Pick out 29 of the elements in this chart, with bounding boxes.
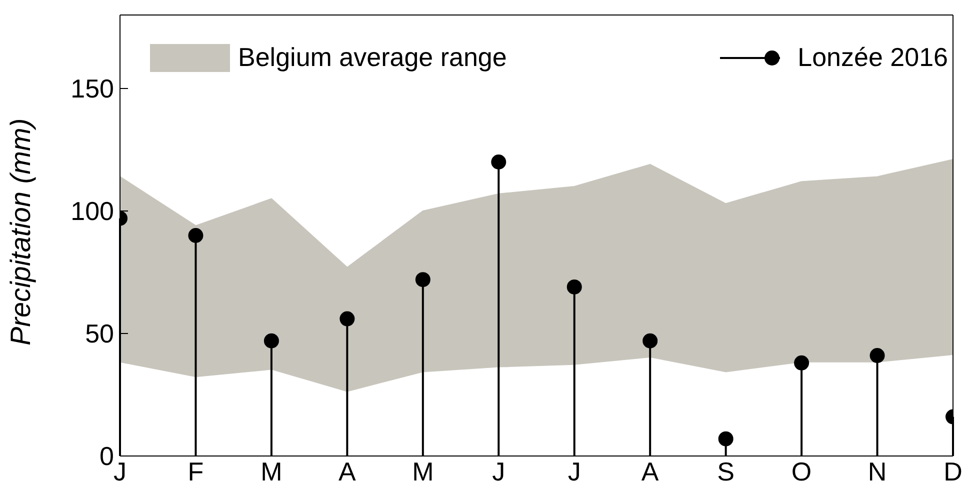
- point: [264, 333, 279, 348]
- legend-label: Belgium average range: [238, 42, 507, 73]
- y-tick-label: 0: [100, 441, 114, 472]
- y-tick-label: 100: [70, 196, 114, 226]
- x-tick-label: J: [492, 456, 506, 486]
- x-tick-label: N: [868, 456, 887, 486]
- x-tick-label: M: [260, 456, 282, 486]
- point: [340, 311, 355, 326]
- x-tick-label: J: [114, 456, 126, 486]
- point: [718, 431, 734, 446]
- y-tick-label: 50: [85, 318, 114, 349]
- point: [491, 154, 506, 170]
- x-tick-label: J: [568, 456, 581, 486]
- point: [642, 333, 658, 348]
- x-tick-label: O: [791, 456, 812, 486]
- point: [566, 279, 582, 294]
- x-tick-label: D: [944, 456, 962, 486]
- point: [188, 228, 204, 243]
- legend-label: Lonzée 2016: [798, 42, 948, 73]
- y-tick-label: 150: [70, 74, 114, 104]
- x-tick-label: A: [641, 456, 660, 486]
- point: [415, 272, 430, 288]
- x-tick-label: F: [188, 456, 204, 486]
- x-tick-label: M: [412, 456, 434, 486]
- y-axis-title: Precipitation (mm): [4, 118, 36, 346]
- point: [870, 348, 885, 364]
- x-tick-label: A: [338, 456, 357, 486]
- x-tick-label: S: [717, 456, 734, 486]
- point: [794, 355, 810, 370]
